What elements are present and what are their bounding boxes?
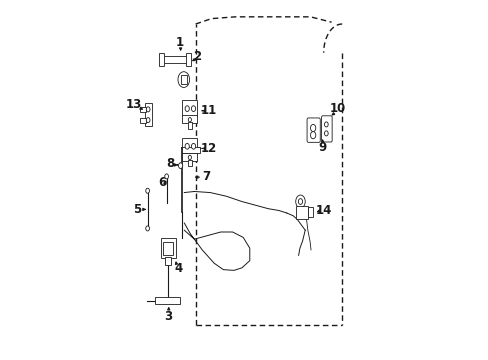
Text: 11: 11 xyxy=(200,104,217,117)
Circle shape xyxy=(146,118,150,123)
Text: 9: 9 xyxy=(318,141,326,154)
FancyBboxPatch shape xyxy=(163,56,187,63)
FancyBboxPatch shape xyxy=(165,257,170,265)
FancyBboxPatch shape xyxy=(182,116,197,123)
Circle shape xyxy=(145,188,149,193)
Text: 6: 6 xyxy=(158,176,166,189)
FancyBboxPatch shape xyxy=(160,238,176,258)
FancyBboxPatch shape xyxy=(140,118,146,123)
Circle shape xyxy=(191,106,195,112)
FancyBboxPatch shape xyxy=(163,242,172,255)
Text: 13: 13 xyxy=(126,98,142,111)
Text: 14: 14 xyxy=(315,204,331,217)
Text: 7: 7 xyxy=(202,170,210,183)
Circle shape xyxy=(298,199,302,204)
Circle shape xyxy=(310,125,315,132)
Text: 4: 4 xyxy=(174,262,182,275)
FancyBboxPatch shape xyxy=(321,116,331,142)
FancyBboxPatch shape xyxy=(140,107,146,112)
FancyBboxPatch shape xyxy=(182,153,197,161)
FancyBboxPatch shape xyxy=(187,160,191,166)
FancyBboxPatch shape xyxy=(295,206,307,220)
Text: 3: 3 xyxy=(163,310,172,324)
Circle shape xyxy=(185,143,189,149)
Circle shape xyxy=(324,131,327,136)
Circle shape xyxy=(178,163,183,168)
FancyBboxPatch shape xyxy=(145,103,152,126)
Circle shape xyxy=(188,118,191,122)
Text: 12: 12 xyxy=(200,142,217,155)
Circle shape xyxy=(191,143,195,149)
FancyBboxPatch shape xyxy=(182,147,199,153)
Text: 8: 8 xyxy=(166,157,174,170)
FancyBboxPatch shape xyxy=(182,138,197,154)
FancyBboxPatch shape xyxy=(186,53,190,66)
FancyBboxPatch shape xyxy=(180,75,186,84)
FancyBboxPatch shape xyxy=(182,100,197,116)
Circle shape xyxy=(185,106,189,112)
Text: 10: 10 xyxy=(329,102,346,115)
FancyBboxPatch shape xyxy=(307,207,312,217)
Circle shape xyxy=(295,195,305,208)
FancyBboxPatch shape xyxy=(187,122,191,129)
FancyBboxPatch shape xyxy=(306,118,320,142)
Circle shape xyxy=(310,132,315,139)
Text: 2: 2 xyxy=(193,50,201,63)
Circle shape xyxy=(188,155,191,159)
Circle shape xyxy=(178,72,189,87)
FancyBboxPatch shape xyxy=(159,53,163,66)
Circle shape xyxy=(146,107,150,112)
Text: 5: 5 xyxy=(133,203,142,216)
Circle shape xyxy=(145,226,149,231)
Text: 1: 1 xyxy=(175,36,183,49)
FancyBboxPatch shape xyxy=(155,297,180,304)
Circle shape xyxy=(164,174,168,179)
Circle shape xyxy=(324,122,327,127)
